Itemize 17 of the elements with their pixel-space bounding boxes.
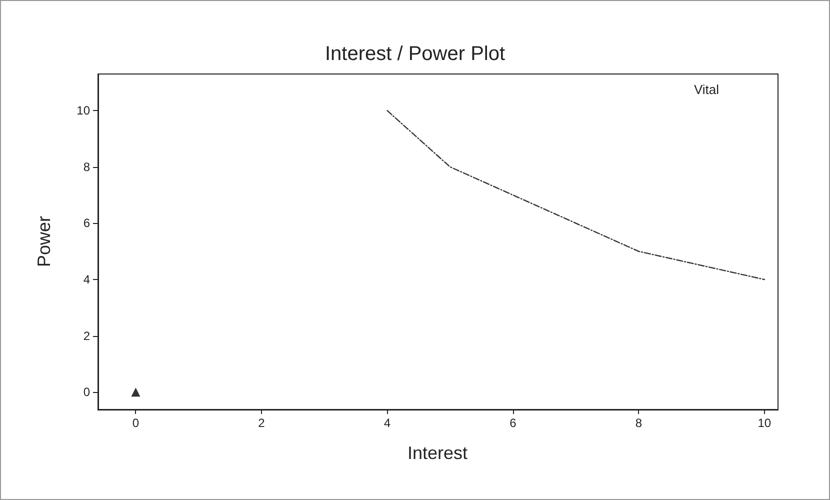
y-tick-label: 4 — [83, 272, 90, 287]
x-axis-title: Interest — [407, 443, 468, 463]
y-tick-label: 2 — [83, 328, 90, 343]
y-tick-label: 8 — [83, 160, 90, 174]
x-tick-label: 2 — [258, 416, 266, 430]
y-tick-label: 0 — [83, 385, 90, 400]
y-axis-title: Power — [34, 216, 54, 268]
y-tick-label: 10 — [76, 104, 90, 118]
y-tick-label: 6 — [83, 216, 90, 230]
line-series — [386, 110, 766, 280]
x-tick-label: 6 — [510, 416, 517, 430]
chart-title: Interest / Power Plot — [324, 43, 506, 65]
x-tick-label: 4 — [384, 416, 391, 430]
x-tick-label: 0 — [132, 416, 140, 430]
annotation: Vital — [694, 82, 720, 97]
x-tick-label: 10 — [758, 416, 772, 430]
x-tick-label: 8 — [635, 416, 642, 430]
